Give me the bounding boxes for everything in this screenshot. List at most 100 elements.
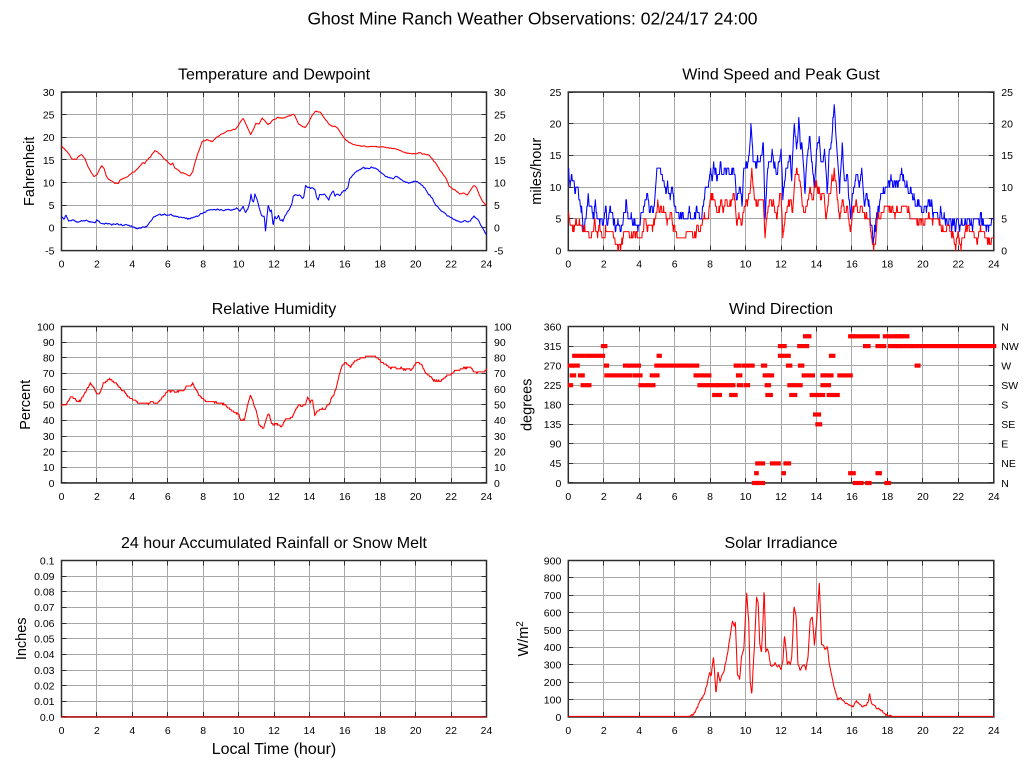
svg-text:5: 5	[1001, 214, 1007, 226]
svg-text:5: 5	[555, 214, 561, 226]
svg-text:10: 10	[43, 177, 55, 189]
svg-text:900: 900	[544, 555, 562, 567]
svg-text:Relative Humidity: Relative Humidity	[212, 301, 336, 318]
svg-text:10: 10	[550, 182, 562, 194]
svg-text:12: 12	[268, 491, 280, 503]
svg-text:18: 18	[374, 491, 386, 503]
svg-text:100: 100	[494, 321, 512, 333]
svg-text:14: 14	[811, 491, 823, 503]
svg-text:0.09: 0.09	[34, 571, 55, 583]
svg-text:400: 400	[544, 642, 562, 654]
svg-text:600: 600	[544, 608, 562, 620]
svg-text:5: 5	[49, 200, 55, 212]
svg-text:2: 2	[601, 491, 607, 503]
svg-text:0.08: 0.08	[34, 587, 55, 599]
svg-text:16: 16	[339, 491, 351, 503]
svg-text:10: 10	[740, 725, 752, 737]
svg-text:6: 6	[165, 259, 171, 271]
svg-text:0: 0	[494, 223, 500, 235]
svg-text:16: 16	[846, 725, 858, 737]
svg-text:degrees: degrees	[520, 379, 536, 431]
svg-text:40: 40	[43, 415, 55, 427]
svg-text:360: 360	[544, 321, 562, 333]
svg-text:8: 8	[707, 491, 713, 503]
svg-text:90: 90	[550, 439, 562, 451]
svg-text:4: 4	[636, 259, 642, 271]
svg-text:100: 100	[544, 694, 562, 706]
svg-text:2: 2	[94, 259, 100, 271]
svg-text:90: 90	[43, 337, 55, 349]
svg-text:10: 10	[740, 259, 752, 271]
svg-text:0.03: 0.03	[34, 665, 55, 677]
svg-text:135: 135	[544, 419, 562, 431]
svg-text:14: 14	[304, 491, 316, 503]
svg-text:270: 270	[544, 360, 562, 372]
svg-text:30: 30	[43, 87, 55, 99]
svg-text:6: 6	[165, 725, 171, 737]
svg-text:2: 2	[601, 725, 607, 737]
svg-text:16: 16	[846, 491, 858, 503]
svg-text:22: 22	[952, 491, 964, 503]
svg-text:70: 70	[494, 368, 506, 380]
svg-text:25: 25	[1001, 87, 1013, 99]
svg-text:S: S	[1001, 400, 1008, 412]
svg-text:16: 16	[339, 725, 351, 737]
svg-text:0: 0	[49, 223, 55, 235]
svg-text:14: 14	[304, 725, 316, 737]
svg-text:24: 24	[481, 491, 493, 503]
svg-text:0: 0	[1001, 245, 1007, 257]
svg-text:14: 14	[304, 259, 316, 271]
svg-text:700: 700	[544, 590, 562, 602]
svg-text:14: 14	[811, 259, 823, 271]
svg-text:Percent: Percent	[18, 380, 34, 430]
svg-text:10: 10	[1001, 182, 1013, 194]
svg-text:15: 15	[494, 155, 506, 167]
svg-text:Fahrenheit: Fahrenheit	[22, 137, 38, 206]
svg-text:8: 8	[200, 491, 206, 503]
svg-text:0: 0	[555, 478, 561, 490]
svg-text:60: 60	[494, 384, 506, 396]
svg-text:4: 4	[129, 725, 135, 737]
svg-text:2: 2	[94, 725, 100, 737]
svg-text:100: 100	[37, 321, 55, 333]
svg-text:18: 18	[882, 491, 894, 503]
svg-text:N: N	[1001, 321, 1009, 333]
svg-text:20: 20	[410, 491, 422, 503]
svg-text:0.1: 0.1	[40, 555, 55, 567]
svg-text:300: 300	[544, 660, 562, 672]
svg-text:W/m2: W/m2	[515, 621, 533, 657]
svg-text:16: 16	[846, 259, 858, 271]
svg-text:10: 10	[740, 491, 752, 503]
svg-text:24: 24	[481, 725, 493, 737]
svg-text:N: N	[1001, 478, 1009, 490]
svg-text:20: 20	[494, 447, 506, 459]
svg-text:8: 8	[200, 259, 206, 271]
svg-text:6: 6	[672, 725, 678, 737]
svg-text:15: 15	[43, 155, 55, 167]
svg-text:12: 12	[268, 725, 280, 737]
svg-text:25: 25	[550, 87, 562, 99]
svg-text:Solar Irradiance: Solar Irradiance	[725, 535, 838, 552]
svg-text:-5: -5	[45, 245, 54, 257]
svg-text:30: 30	[43, 431, 55, 443]
svg-text:0: 0	[494, 478, 500, 490]
svg-text:200: 200	[544, 677, 562, 689]
svg-text:0.01: 0.01	[34, 696, 55, 708]
svg-text:80: 80	[43, 353, 55, 365]
svg-text:0.05: 0.05	[34, 634, 55, 646]
svg-text:0.04: 0.04	[34, 649, 55, 661]
svg-text:18: 18	[882, 259, 894, 271]
svg-text:Temperature and Dewpoint: Temperature and Dewpoint	[178, 66, 371, 83]
svg-text:30: 30	[494, 87, 506, 99]
svg-text:0: 0	[555, 245, 561, 257]
svg-text:20: 20	[1001, 119, 1013, 131]
svg-text:2: 2	[94, 491, 100, 503]
svg-text:0: 0	[49, 478, 55, 490]
svg-text:12: 12	[775, 725, 787, 737]
svg-text:24 hour Accumulated Rainfall o: 24 hour Accumulated Rainfall or Snow Mel…	[121, 535, 427, 552]
svg-text:70: 70	[43, 368, 55, 380]
svg-text:40: 40	[494, 415, 506, 427]
svg-text:4: 4	[129, 491, 135, 503]
svg-text:25: 25	[494, 110, 506, 122]
svg-text:6: 6	[672, 259, 678, 271]
